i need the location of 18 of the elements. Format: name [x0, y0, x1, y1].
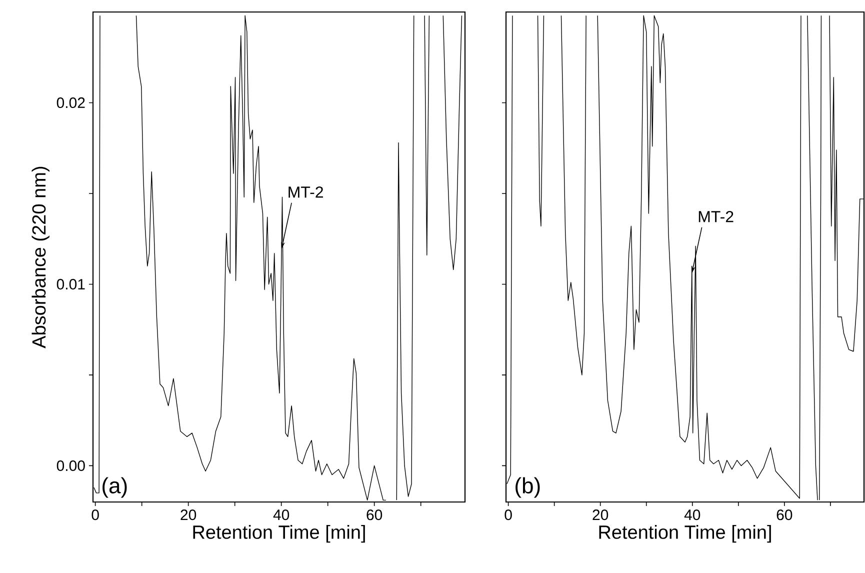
x-tick-label: 0 [92, 510, 99, 520]
x-axis-title: Retention Time [min] [193, 524, 365, 543]
annotation: (b) [516, 477, 540, 498]
x-tick-label: 20 [180, 510, 196, 520]
annotation: MT-2 [698, 210, 734, 222]
x-tick-label: 20 [592, 510, 608, 520]
y-tick-label: 0.01 [56, 278, 85, 290]
x-tick-label: 60 [366, 510, 382, 520]
annotation: MT-2 [288, 186, 323, 198]
x-tick-label: 0 [504, 510, 512, 520]
y-tick-label: 0.02 [56, 97, 85, 108]
y-tick-label: 0.00 [56, 460, 85, 472]
annotation: (a) [102, 477, 127, 498]
x-axis-title: Retention Time [min] [599, 524, 771, 543]
x-tick-label: 60 [776, 510, 792, 520]
y-axis-title: Absorbance (220 nm) [32, 166, 50, 348]
x-tick-label: 40 [273, 510, 290, 520]
x-tick-label: 40 [684, 510, 700, 520]
